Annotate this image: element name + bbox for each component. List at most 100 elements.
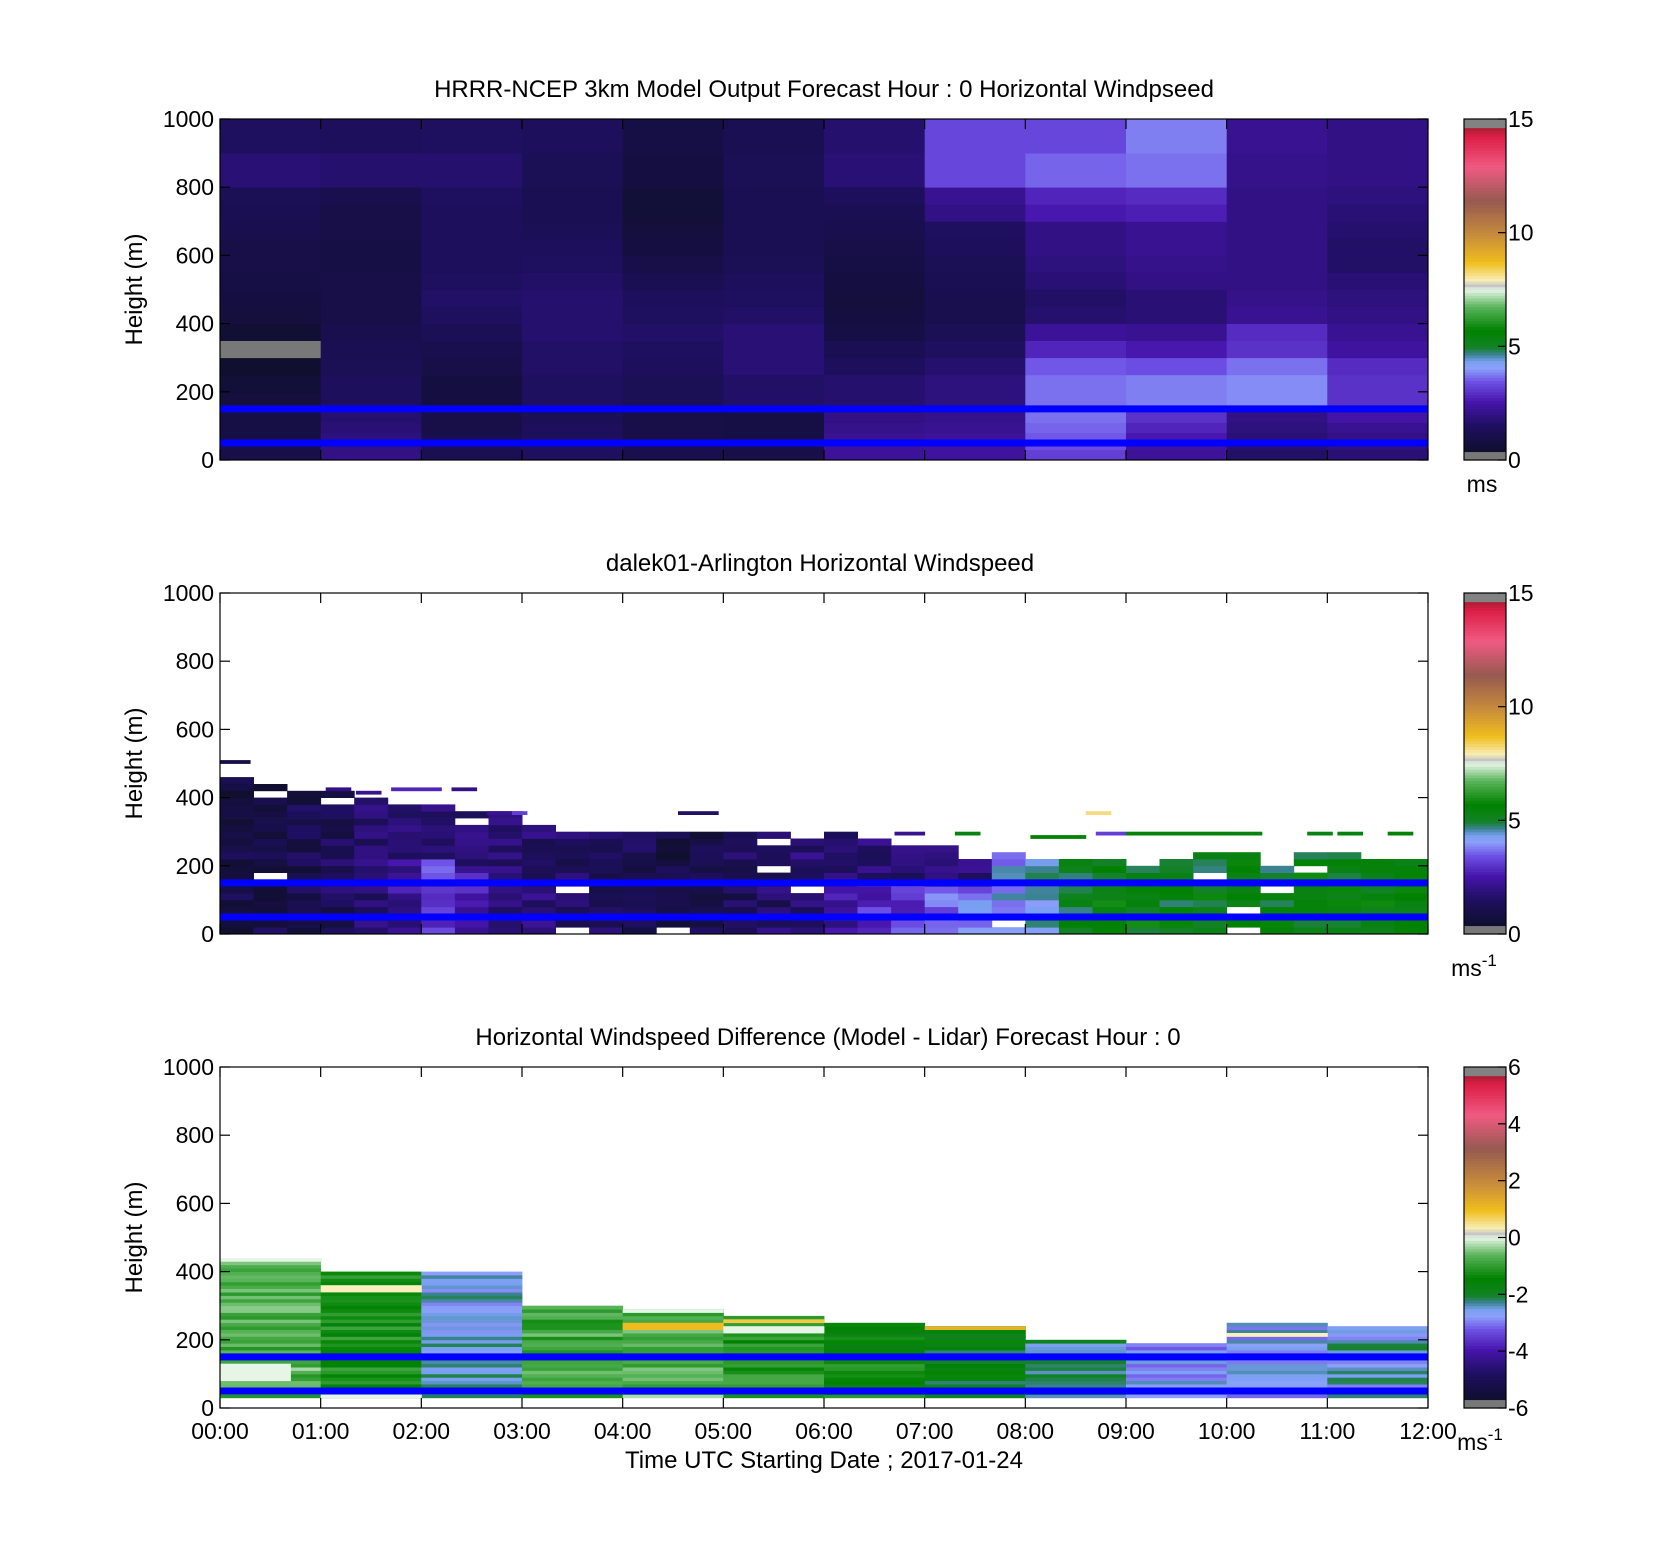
heat-cell — [555, 852, 590, 860]
heat-cell — [354, 852, 389, 860]
heat-cell — [421, 391, 523, 410]
colorbar-band — [1464, 1072, 1506, 1077]
heat-cell — [723, 221, 825, 239]
colorbar-band — [1464, 1348, 1506, 1352]
heat-cell — [924, 1336, 1026, 1341]
panel-lidar: dalek01-Arlington Horizontal Windspeed 0… — [121, 550, 1534, 981]
panel-model-ylabel: Height (m) — [121, 233, 148, 345]
colorbar-tick-label: 15 — [1508, 580, 1534, 606]
colorbar-band — [1464, 448, 1506, 453]
colorbar-band — [1464, 374, 1506, 379]
heat-cell — [1193, 865, 1228, 873]
colorbar-band — [1464, 1314, 1506, 1318]
heat-cell — [287, 893, 322, 901]
colorbar-band — [1464, 862, 1506, 867]
heat-cell — [1058, 872, 1093, 880]
heat-cell — [220, 1292, 322, 1296]
colorbar-band — [1464, 709, 1506, 713]
heat-cell — [387, 804, 422, 812]
colorbar-band — [1464, 1336, 1506, 1341]
heat-cell — [1226, 238, 1328, 256]
heat-cell — [1327, 859, 1362, 867]
colorbar-band — [1464, 1106, 1506, 1111]
heat-cell — [421, 1275, 523, 1279]
panel-difference-colorbar-unit-exp: -1 — [1488, 1425, 1503, 1444]
heat-cell — [387, 893, 422, 901]
heat-cell — [1327, 1329, 1428, 1334]
heat-cell — [522, 204, 624, 222]
colorbar-band — [1464, 641, 1506, 645]
heat-cell — [1226, 255, 1328, 273]
colorbar-band — [1464, 1322, 1506, 1327]
heat-cell — [622, 1360, 724, 1365]
colorbar-band — [1464, 848, 1506, 853]
heat-cell — [454, 865, 489, 873]
heat-cell — [622, 323, 724, 341]
colorbar-band — [1464, 732, 1506, 736]
heat-cell — [522, 374, 624, 393]
heat-cell — [1025, 323, 1127, 341]
heat-cell — [522, 1350, 624, 1354]
heat-cell — [1025, 221, 1127, 239]
heat-cell — [924, 920, 959, 928]
heat-cell — [723, 859, 758, 867]
y-tick-label: 200 — [176, 853, 214, 879]
heat-cell — [1260, 899, 1295, 908]
colorbar-band — [1464, 618, 1506, 623]
heat-cell — [220, 1384, 322, 1388]
heat-cell — [824, 899, 858, 908]
heat-cell — [522, 906, 556, 914]
heat-cell — [522, 1309, 624, 1313]
heat-cell — [220, 927, 254, 934]
heat-cell — [320, 1370, 422, 1375]
heat-cell — [824, 1333, 926, 1337]
heat-cell — [421, 1298, 523, 1303]
heat-cell — [522, 1319, 624, 1324]
heat-cell — [1159, 899, 1194, 908]
heat-cell — [421, 845, 456, 853]
heat-cell — [622, 906, 657, 914]
colorbar-band — [1464, 1317, 1506, 1321]
panel-lidar-colorbar-unit: ms-1 — [1451, 951, 1497, 981]
colorbar-band — [1464, 1172, 1506, 1176]
heat-cell — [253, 818, 288, 826]
heat-cell — [1226, 1380, 1328, 1385]
colorbar-band — [1464, 672, 1506, 677]
heat-cell — [1394, 920, 1428, 928]
y-tick-label: 1000 — [163, 1054, 214, 1080]
heat-cell — [622, 1373, 724, 1378]
colorbar-band — [1464, 928, 1506, 932]
heat-cell — [555, 906, 590, 914]
heat-cell — [325, 787, 352, 792]
heat-cell — [924, 1377, 1026, 1382]
colorbar-band — [1464, 664, 1506, 668]
colorbar-band — [1464, 400, 1506, 404]
heat-cell — [1226, 449, 1328, 460]
heat-cell — [1226, 1326, 1328, 1330]
colorbar-band — [1464, 437, 1506, 441]
heat-cell — [1226, 306, 1328, 324]
y-tick-label: 400 — [176, 785, 214, 811]
heat-cell — [451, 787, 478, 792]
heat-cell — [511, 811, 528, 815]
heat-cell — [1126, 1394, 1228, 1399]
heat-cell — [421, 1380, 523, 1385]
heat-cell — [622, 1346, 724, 1351]
colorbar-band — [1464, 828, 1506, 833]
heat-cell — [421, 1329, 523, 1334]
colorbar-band — [1464, 246, 1506, 251]
heat-cell — [1327, 153, 1428, 188]
heat-cell — [522, 1312, 624, 1317]
heat-cell — [1360, 906, 1395, 914]
colorbar-band — [1464, 1390, 1506, 1395]
heat-cell — [824, 831, 858, 839]
colorbar-band — [1464, 329, 1506, 333]
colorbar-band — [1464, 1163, 1506, 1168]
heat-cell — [421, 1346, 523, 1351]
heat-cell — [220, 289, 322, 307]
heat-cell — [622, 1329, 724, 1334]
heat-cell — [220, 1278, 322, 1283]
heat-cell — [1293, 859, 1328, 867]
colorbar-band — [1464, 837, 1506, 841]
colorbar-band — [1464, 1086, 1506, 1091]
